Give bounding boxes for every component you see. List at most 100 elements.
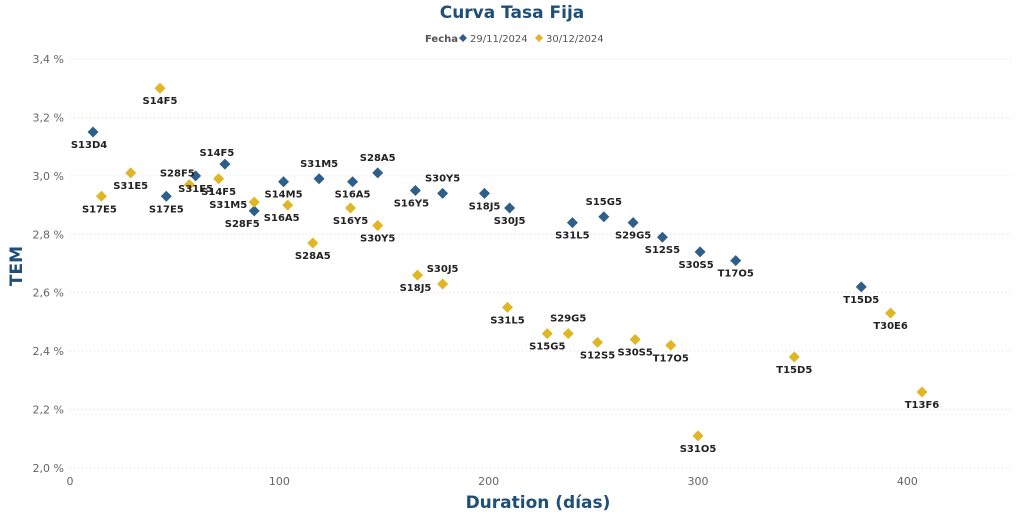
- data-point: [278, 176, 290, 188]
- x-tick-label: 300: [688, 475, 709, 488]
- legend-title: Fecha: [425, 34, 458, 45]
- data-label: S14M5: [265, 190, 303, 201]
- y-tick-label: 3,0 %: [33, 170, 64, 183]
- data-label: S16Y5: [333, 216, 368, 227]
- data-label: S16Y5: [394, 198, 429, 209]
- y-tick-label: 3,2 %: [33, 111, 64, 124]
- x-tick-label: 0: [67, 475, 74, 488]
- data-point: [95, 190, 107, 202]
- data-point: [694, 246, 706, 258]
- data-point: [541, 328, 553, 340]
- legend-marker: [535, 34, 543, 42]
- data-label: T17O5: [653, 353, 689, 364]
- series-2: [95, 82, 928, 442]
- y-axis-title: TEM: [7, 246, 27, 286]
- data-point: [627, 217, 639, 229]
- data-label: S31E5: [178, 184, 213, 195]
- data-point: [154, 82, 166, 94]
- data-point: [855, 281, 867, 293]
- legend: Fecha 29/11/2024 30/12/2024: [425, 34, 604, 45]
- y-tick-label: 3,4 %: [33, 53, 64, 66]
- y-tick-label: 2,6 %: [33, 287, 64, 300]
- data-point: [504, 202, 516, 214]
- data-label: S31E5: [113, 181, 148, 192]
- data-point: [885, 307, 897, 319]
- legend-entry: 29/11/2024: [470, 34, 528, 45]
- data-label: S17E5: [149, 204, 184, 215]
- chart-title: Curva Tasa Fija: [440, 3, 585, 23]
- data-point: [665, 339, 677, 351]
- data-point: [478, 187, 490, 199]
- data-label: S16A5: [264, 213, 300, 224]
- data-point: [125, 167, 137, 179]
- data-label: S30S5: [678, 260, 713, 271]
- data-label: S28A5: [360, 153, 396, 164]
- x-tick-label: 200: [478, 475, 499, 488]
- data-point: [307, 237, 319, 249]
- legend-entry: 30/12/2024: [546, 34, 604, 45]
- data-point: [345, 202, 357, 214]
- data-label: S29G5: [615, 231, 651, 242]
- data-point: [437, 187, 449, 199]
- data-point: [219, 158, 231, 170]
- data-label: S28F5: [225, 219, 260, 230]
- data-label: S31L5: [555, 231, 589, 242]
- data-point: [562, 328, 574, 340]
- data-point: [598, 211, 610, 223]
- data-label: S14F5: [201, 187, 236, 198]
- data-label: T15D5: [843, 295, 879, 306]
- y-tick-label: 2,4 %: [33, 345, 64, 358]
- data-label: S12S5: [645, 245, 680, 256]
- data-label: S29G5: [550, 314, 586, 325]
- data-points: [87, 82, 928, 442]
- data-point: [629, 333, 641, 345]
- data-point: [313, 173, 325, 185]
- series-1: [87, 126, 867, 293]
- data-label: S31M5: [300, 159, 338, 170]
- data-label: T13F6: [905, 400, 940, 411]
- data-label: S14F5: [143, 96, 178, 107]
- data-label: S28F5: [160, 169, 195, 180]
- data-label: S15G5: [586, 197, 622, 208]
- data-point: [190, 170, 202, 182]
- data-label: T15D5: [776, 365, 812, 376]
- data-point: [347, 176, 359, 188]
- data-point: [183, 179, 195, 191]
- data-point: [160, 190, 172, 202]
- data-point: [282, 199, 294, 211]
- data-point: [592, 336, 604, 348]
- data-point: [248, 196, 260, 208]
- data-label: S31M5: [209, 200, 247, 211]
- data-point: [656, 231, 668, 243]
- x-axis-title: Duration (días): [466, 493, 611, 513]
- data-label: T17O5: [718, 269, 754, 280]
- data-point: [213, 173, 225, 185]
- data-label: S15G5: [529, 342, 565, 353]
- data-label: S31O5: [680, 444, 717, 455]
- data-label: S18J5: [400, 283, 432, 294]
- data-point: [566, 217, 578, 229]
- data-label: S13D4: [71, 140, 107, 151]
- data-label: S30J5: [427, 264, 459, 275]
- y-tick-label: 2,2 %: [33, 404, 64, 417]
- data-point: [730, 255, 742, 267]
- x-tick-label: 400: [897, 475, 918, 488]
- x-tick-label: 100: [269, 475, 290, 488]
- data-point: [437, 278, 449, 290]
- y-tick-label: 2,8 %: [33, 228, 64, 241]
- data-label: S12S5: [580, 350, 615, 361]
- data-label: S28A5: [295, 251, 331, 262]
- data-label: T30E6: [873, 321, 908, 332]
- data-label: S31L5: [490, 315, 524, 326]
- data-labels: S13D4S17E5S31E5S14F5S28F5S14M5S31M5S16A5…: [71, 96, 939, 455]
- data-label: S30Y5: [360, 234, 395, 245]
- data-label: S16A5: [335, 190, 371, 201]
- data-label: S14F5: [199, 148, 234, 159]
- y-axis-ticks: 2,0 % 2,2 % 2,4 % 2,6 % 2,8 % 3,0 % 3,2 % 3,4 %: [33, 53, 64, 475]
- data-point: [411, 269, 423, 281]
- data-point: [372, 167, 384, 179]
- data-point: [692, 430, 704, 442]
- legend-marker: [459, 34, 467, 42]
- gridlines: [70, 58, 1012, 469]
